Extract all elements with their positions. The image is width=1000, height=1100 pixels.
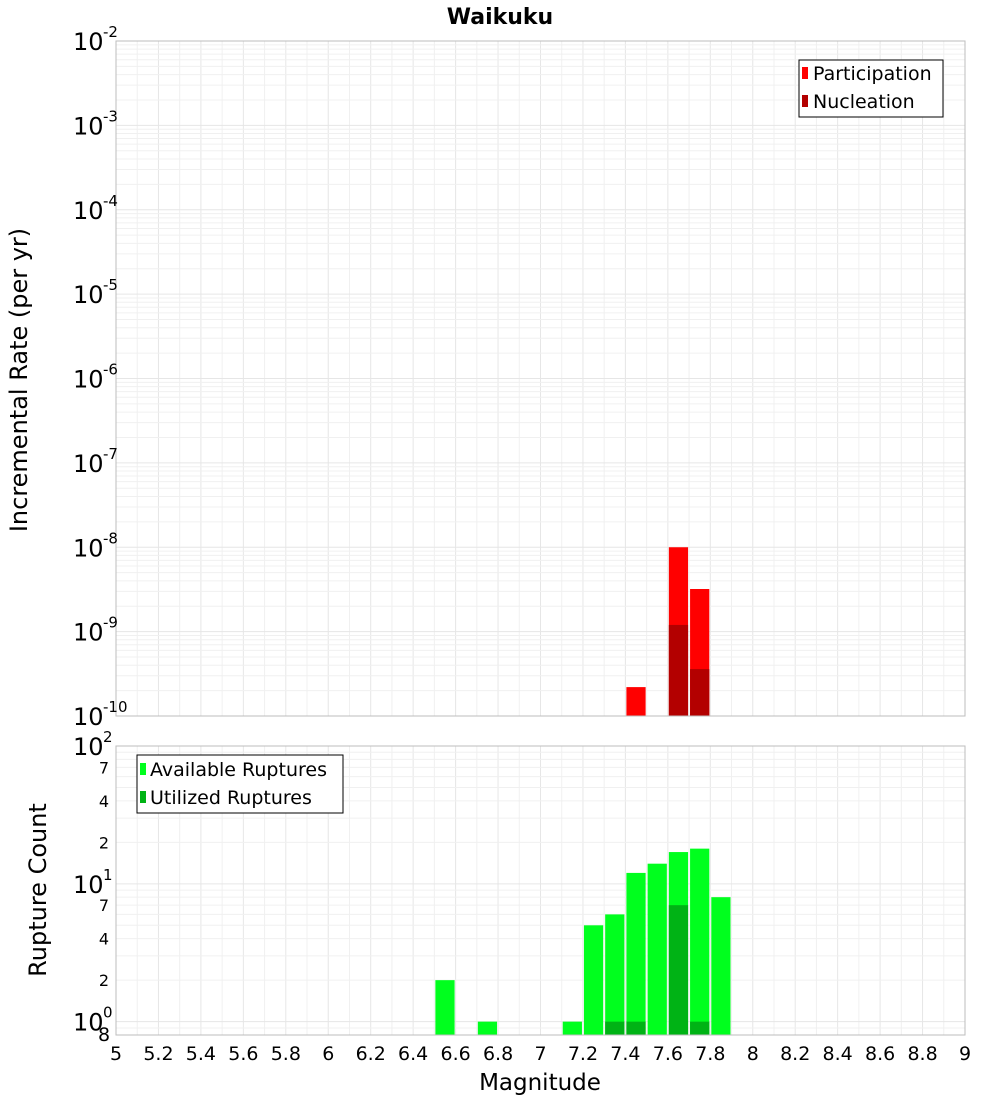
x-axis-label: Magnitude [479, 1070, 601, 1096]
rate-bar-participation [626, 687, 646, 716]
count-y-minor-tick-label: 4 [99, 930, 109, 949]
count-legend: Available Ruptures Utilized Ruptures [136, 754, 344, 814]
count-y-tick-exponent: 0 [103, 1004, 113, 1022]
count-bar-available-ruptures [605, 914, 625, 1035]
x-tick-label: 8.4 [823, 1043, 853, 1065]
count-y-minor-tick-label: 8 [98, 1024, 110, 1046]
count-bar-utilized-ruptures [668, 905, 689, 1035]
count-bar-utilized-ruptures [690, 1021, 710, 1035]
x-tick-label: 5.2 [143, 1043, 173, 1065]
x-tick-label: 6 [322, 1043, 334, 1065]
count-bar-available-ruptures [562, 1021, 582, 1035]
bottom-plot-frame [115, 745, 966, 1036]
rate-y-tick-label: 10 [73, 197, 104, 225]
x-tick-label: 5.8 [271, 1043, 301, 1065]
rate-bar-nucleation [690, 669, 710, 716]
count-y-minor-tick-label: 2 [99, 833, 109, 852]
rate-legend: Participation Nucleation [798, 59, 944, 118]
count-bar-available-ruptures [690, 848, 710, 1035]
x-tick-label: 8.6 [865, 1043, 895, 1065]
rate-legend-box [798, 59, 944, 118]
x-tick-label: 6.4 [398, 1043, 428, 1065]
nucleation-legend-swatch [802, 95, 808, 107]
x-tick-label: 5 [110, 1043, 122, 1065]
x-tick-label: 5.6 [228, 1043, 258, 1065]
count-bar-available-ruptures [647, 863, 667, 1035]
count-bar-utilized-ruptures [626, 1021, 646, 1035]
rate-y-ticks: 10-210-310-410-510-610-710-810-910-10 [73, 23, 128, 731]
available-ruptures-legend-label: Available Ruptures [150, 759, 327, 781]
x-tick-label: 5.4 [186, 1043, 216, 1065]
participation-legend-label: Participation [813, 63, 932, 85]
available-ruptures-legend-swatch [140, 763, 146, 775]
top-gridlines [115, 41, 966, 717]
x-tick-label: 7.4 [610, 1043, 640, 1065]
rate-y-tick-label: 10 [73, 112, 104, 140]
rate-y-tick-exponent: -6 [103, 361, 118, 379]
x-tick-label: 7.2 [568, 1043, 598, 1065]
x-tick-label: 7.8 [695, 1043, 725, 1065]
rate-y-tick-label: 10 [73, 28, 104, 56]
rate-y-axis-label: Incremental Rate (per yr) [5, 228, 33, 532]
x-tick-label: 8.2 [780, 1043, 810, 1065]
x-tick-label: 8 [747, 1043, 759, 1065]
rate-y-tick-label: 10 [73, 281, 104, 309]
rate-bars [626, 547, 710, 716]
count-y-tick-label: 10 [73, 871, 104, 899]
x-tick-label: 6.8 [483, 1043, 513, 1065]
rate-y-tick-exponent: -4 [103, 192, 118, 210]
count-y-minor-tick-label: 7 [99, 896, 109, 915]
utilized-ruptures-legend-swatch [140, 791, 146, 803]
count-bar-available-ruptures [711, 897, 731, 1035]
count-bars [435, 848, 731, 1035]
x-tick-label: 9 [959, 1043, 971, 1065]
count-y-tick-exponent: 2 [103, 728, 113, 746]
rate-y-tick-label: 10 [73, 366, 104, 394]
count-y-axis-label: Rupture Count [24, 803, 52, 977]
chart-title: Waikuku [447, 5, 553, 30]
rate-y-tick-exponent: -8 [103, 529, 118, 547]
count-y-minor-tick-label: 7 [99, 758, 109, 777]
count-y-tick-exponent: 1 [103, 866, 113, 884]
count-y-minor-tick-label: 4 [99, 792, 109, 811]
x-tick-label: 7.6 [653, 1043, 683, 1065]
rate-y-tick-label: 10 [73, 619, 104, 647]
count-legend-box [136, 754, 344, 814]
count-bar-available-ruptures [626, 872, 646, 1035]
rate-y-tick-label: 10 [73, 534, 104, 562]
rate-y-tick-label: 10 [73, 703, 104, 731]
magnitude-x-ticks: 5 5.2 5.4 5.6 5.8 6 6.2 6.4 6.6 6.8 7 7.2 7.4 7.6 7.8 8… [110, 1043, 971, 1065]
count-bar-available-ruptures [583, 925, 604, 1035]
count-y-minor-tick-label: 2 [99, 971, 109, 990]
x-tick-label: 6.6 [440, 1043, 470, 1065]
nucleation-legend-label: Nucleation [813, 91, 915, 113]
rate-y-tick-exponent: -2 [103, 23, 118, 41]
x-tick-label: 7 [534, 1043, 546, 1065]
count-y-tick-label: 10 [73, 733, 104, 761]
count-bar-utilized-ruptures [605, 1021, 625, 1035]
count-y-tick-label: 10 [73, 1009, 104, 1037]
count-bar-available-ruptures [477, 1021, 498, 1035]
x-tick-label: 6.2 [356, 1043, 386, 1065]
rate-y-tick-exponent: -10 [103, 698, 128, 716]
top-plot-frame [115, 40, 966, 717]
utilized-ruptures-legend-label: Utilized Ruptures [150, 787, 312, 809]
rate-y-tick-exponent: -3 [103, 107, 118, 125]
count-bar-available-ruptures [435, 980, 455, 1035]
rate-y-tick-exponent: -9 [103, 614, 118, 632]
rate-y-tick-exponent: -5 [103, 276, 118, 294]
rate-y-tick-label: 10 [73, 450, 104, 478]
rate-bar-nucleation [668, 624, 689, 716]
x-tick-label: 8.8 [907, 1043, 937, 1065]
participation-legend-swatch [802, 67, 808, 79]
rate-y-tick-exponent: -7 [103, 445, 118, 463]
